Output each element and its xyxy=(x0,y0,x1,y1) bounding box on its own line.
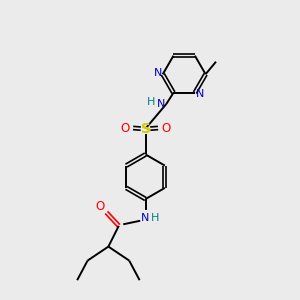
Text: S: S xyxy=(140,122,151,136)
Text: O: O xyxy=(162,122,171,134)
Text: N: N xyxy=(157,99,165,109)
Text: H: H xyxy=(151,213,159,223)
Text: H: H xyxy=(147,98,155,107)
Text: N: N xyxy=(195,89,204,99)
Text: N: N xyxy=(141,213,149,223)
Text: O: O xyxy=(95,200,104,213)
Text: N: N xyxy=(154,68,162,78)
Text: O: O xyxy=(120,122,129,134)
